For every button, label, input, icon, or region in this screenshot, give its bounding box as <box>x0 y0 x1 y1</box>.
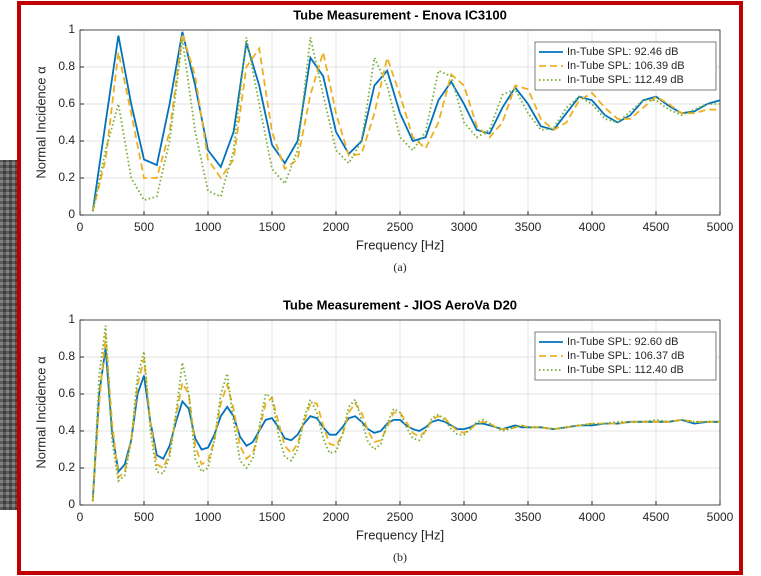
series-line <box>91 37 720 212</box>
x-tick-label: 5000 <box>707 220 734 234</box>
x-tick-label: 1000 <box>195 220 222 234</box>
legend-label: In-Tube SPL: 106.39 dB <box>567 60 685 72</box>
y-axis-label: Normal Incidence α <box>33 66 48 179</box>
chart-title: Tube Measurement - Enova IC3100 <box>293 7 507 22</box>
x-axis-label: Frequency [Hz] <box>356 527 444 542</box>
side-photo-texture <box>0 160 18 510</box>
axes-box <box>79 29 721 216</box>
x-tick-label: 1500 <box>259 510 286 524</box>
x-tick-label: 0 <box>77 220 84 234</box>
y-tick-label: 0.8 <box>58 59 75 73</box>
x-axis-label: Frequency [Hz] <box>356 237 444 252</box>
y-tick-label: 0.4 <box>58 133 75 147</box>
legend-label: In-Tube SPL: 92.46 dB <box>567 46 679 58</box>
x-tick-label: 1000 <box>195 510 222 524</box>
y-tick-label: 0.6 <box>58 96 75 110</box>
x-tick-label: 2000 <box>323 220 350 234</box>
y-tick-label: 0 <box>68 207 75 221</box>
series-line <box>91 33 720 212</box>
y-axis-label: Normal Incidence α <box>33 356 48 469</box>
x-tick-label: 4000 <box>579 220 606 234</box>
legend-label: In-Tube SPL: 112.40 dB <box>567 364 684 376</box>
series-line <box>91 325 720 502</box>
x-tick-label: 5000 <box>707 510 734 524</box>
y-tick-label: 0.2 <box>58 170 75 184</box>
y-tick-label: 0.6 <box>58 386 75 400</box>
axes-box <box>79 319 721 506</box>
y-tick-label: 0.8 <box>58 349 75 363</box>
y-tick-label: 1 <box>68 22 75 36</box>
x-tick-label: 4500 <box>643 510 670 524</box>
caption: (b) <box>393 550 407 564</box>
legend-label: In-Tube SPL: 106.37 dB <box>567 350 685 362</box>
x-tick-label: 0 <box>77 510 84 524</box>
x-tick-label: 2000 <box>323 510 350 524</box>
legend-box <box>534 41 717 91</box>
caption: (a) <box>393 260 406 274</box>
y-tick-label: 0.2 <box>58 460 75 474</box>
y-tick-label: 1 <box>68 312 75 326</box>
legend: In-Tube SPL: 92.46 dB In-Tube SPL: 106.39… <box>534 41 717 91</box>
x-tick-label: 2500 <box>387 510 414 524</box>
x-tick-label: 500 <box>134 510 154 524</box>
series-line <box>91 31 721 212</box>
x-tick-label: 500 <box>134 220 154 234</box>
legend-label: In-Tube SPL: 92.60 dB <box>567 336 679 348</box>
x-tick-label: 3000 <box>451 220 478 234</box>
x-tick-label: 3000 <box>451 510 478 524</box>
legend-label: In-Tube SPL: 112.49 dB <box>567 74 684 86</box>
y-tick-label: 0 <box>68 497 75 511</box>
y-tick-label: 0.4 <box>58 423 75 437</box>
x-tick-label: 4000 <box>579 510 606 524</box>
x-tick-label: 2500 <box>387 220 414 234</box>
x-tick-label: 1500 <box>259 220 286 234</box>
legend: In-Tube SPL: 92.60 dB In-Tube SPL: 106.37… <box>534 331 717 381</box>
legend-box <box>534 331 717 381</box>
x-tick-label: 3500 <box>515 220 542 234</box>
x-tick-label: 3500 <box>515 510 542 524</box>
x-tick-label: 4500 <box>643 220 670 234</box>
chart-title: Tube Measurement - JIOS AeroVa D20 <box>283 297 517 312</box>
